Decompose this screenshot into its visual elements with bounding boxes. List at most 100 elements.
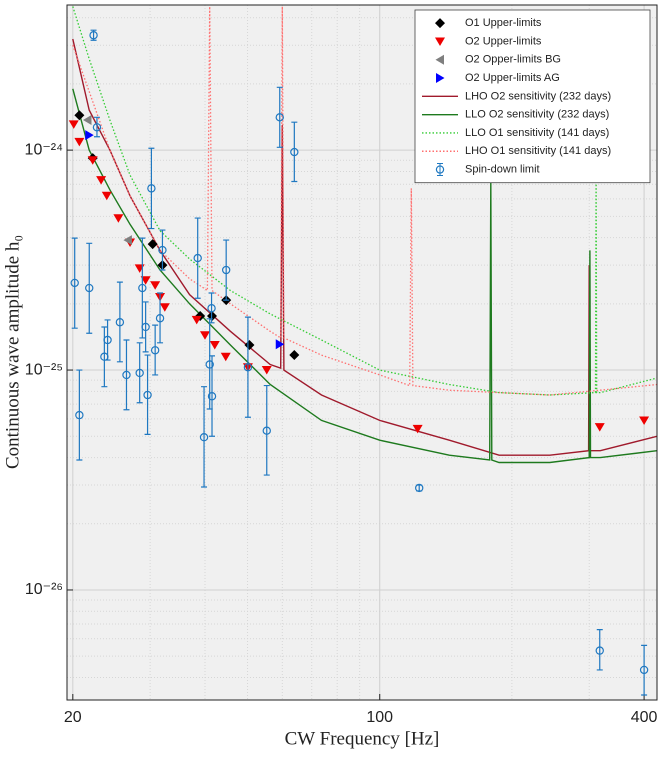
marker: [435, 54, 444, 65]
legend-label: Spin-down limit: [465, 163, 540, 175]
marker: [89, 31, 98, 40]
marker: [191, 315, 202, 325]
error-bar: [596, 629, 603, 671]
plot-frame: [66, 4, 658, 701]
error-bar: [148, 147, 155, 230]
x-axis-label: CW Frequency [Hz]: [285, 728, 440, 749]
error-bar: [142, 301, 149, 353]
error-bar: [101, 326, 108, 388]
legend-label: O2 Opper-limits BG: [465, 54, 561, 66]
y-axis-label: Continuous wave amplitude h₀: [2, 235, 23, 469]
error-bar: [144, 354, 151, 435]
marker: [74, 110, 85, 121]
marker: [150, 281, 161, 290]
marker: [85, 283, 94, 293]
marker: [435, 37, 445, 46]
marker: [82, 115, 92, 126]
error-bar: [201, 386, 208, 488]
marker: [275, 113, 284, 122]
marker: [141, 322, 150, 332]
error-bar: [641, 644, 648, 696]
error-bar: [86, 242, 93, 334]
marker: [221, 265, 231, 275]
marker: [209, 340, 220, 350]
sensitivity-curve: [72, 88, 657, 464]
marker: [155, 314, 165, 323]
legend-label: O2 Upper-limits: [465, 35, 542, 47]
marker: [143, 390, 152, 400]
error-bar: [76, 369, 83, 461]
marker: [207, 304, 216, 313]
sensitivity-curve: [72, 6, 657, 396]
marker: [75, 410, 84, 420]
marker: [193, 253, 202, 263]
marker: [435, 165, 445, 174]
marker: [275, 339, 285, 350]
marker: [207, 392, 217, 401]
marker: [436, 73, 445, 84]
marker: [205, 360, 214, 369]
y-tick-label: 10⁻²⁴: [25, 141, 64, 158]
marker: [101, 191, 112, 201]
marker: [70, 278, 79, 288]
error-bar: [208, 292, 215, 324]
x-tick-label: 20: [64, 709, 82, 726]
error-bar: [157, 292, 164, 344]
marker: [220, 352, 231, 362]
legend-label: LHO O2 sensitivity (232 days): [465, 90, 611, 102]
marker: [290, 147, 299, 157]
marker: [115, 318, 125, 327]
marker: [147, 239, 158, 250]
marker: [594, 423, 605, 432]
marker: [244, 339, 255, 350]
marker: [103, 335, 112, 345]
error-bar: [276, 86, 283, 148]
marker: [199, 433, 209, 442]
marker: [138, 283, 147, 293]
error-bar: [116, 281, 123, 363]
marker: [289, 350, 300, 361]
marker: [261, 366, 272, 375]
error-bar: [209, 355, 216, 437]
marker: [92, 123, 102, 132]
marker: [158, 245, 167, 255]
marker: [159, 303, 170, 312]
error-bar: [139, 237, 146, 339]
marker: [147, 184, 156, 193]
plot-layer: [68, 6, 657, 696]
error-bar: [71, 237, 78, 329]
marker: [68, 120, 79, 129]
marker: [639, 665, 649, 675]
y-tick-label: 10⁻²⁵: [25, 361, 63, 378]
marker: [140, 276, 151, 285]
marker: [639, 416, 650, 425]
error-bar: [194, 217, 201, 299]
legend-label: LHO O1 sensitivity (141 days): [465, 145, 611, 157]
error-bar: [244, 316, 251, 418]
error-bar: [104, 319, 111, 361]
marker: [595, 646, 604, 655]
marker: [74, 137, 85, 147]
marker: [96, 176, 107, 185]
error-bar: [93, 116, 100, 138]
marker: [150, 346, 160, 355]
y-tick-label: 10⁻²⁶: [25, 581, 63, 598]
error-bar: [159, 229, 166, 271]
legend-label: O1 Upper-limits: [465, 17, 542, 29]
x-tick-label: 400: [631, 709, 658, 726]
error-bar: [291, 121, 298, 183]
legend-label: LLO O2 sensitivity (232 days): [465, 109, 609, 121]
legend: O1 Upper-limits O2 Upper-limits O2 Opper-l…: [414, 9, 651, 184]
marker: [113, 214, 124, 223]
marker: [243, 363, 253, 372]
marker: [199, 331, 210, 340]
error-bar: [152, 324, 159, 376]
marker: [412, 424, 423, 434]
marker: [85, 130, 94, 141]
marker: [87, 156, 98, 165]
legend-label: O2 Upper-limits AG: [465, 72, 560, 84]
legend-label: LLO O1 sensitivity (141 days): [465, 127, 609, 139]
error-bar: [263, 384, 270, 476]
